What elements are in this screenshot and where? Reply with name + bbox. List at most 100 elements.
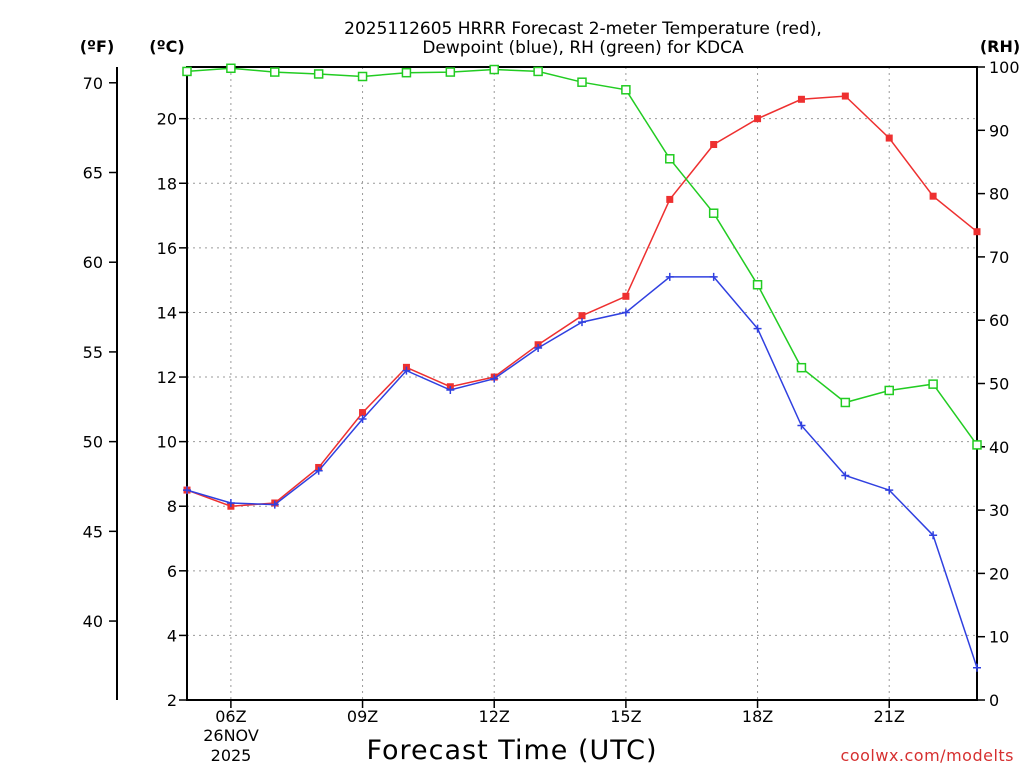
temperature-point bbox=[666, 195, 674, 203]
rh-tick-label: 50 bbox=[989, 375, 1009, 394]
date-label-day: 26NOV bbox=[203, 726, 259, 745]
temperature-point bbox=[885, 134, 893, 142]
time-tick-label: 12Z bbox=[479, 707, 510, 726]
dewpoint-point bbox=[578, 318, 586, 327]
dewpoint-series bbox=[183, 272, 981, 672]
dewpoint-point bbox=[534, 343, 543, 352]
rh-tick-label: 40 bbox=[989, 438, 1009, 457]
rh-tick-label: 70 bbox=[989, 248, 1009, 267]
dewpoint-point bbox=[797, 421, 806, 430]
grid-lines bbox=[187, 67, 977, 700]
celsius-tick-label: 4 bbox=[167, 626, 177, 645]
rh-tick-label: 10 bbox=[989, 628, 1009, 647]
celsius-tick-label: 10 bbox=[157, 433, 177, 452]
temperature-point bbox=[710, 141, 718, 149]
credit-text: coolwx.com/modelts bbox=[841, 746, 1014, 765]
rh-point bbox=[621, 85, 631, 95]
rh-tick-label: 90 bbox=[989, 121, 1009, 140]
rh-tick-label: 80 bbox=[989, 185, 1009, 204]
temperature-point bbox=[622, 292, 630, 300]
date-label-year: 2025 bbox=[211, 746, 252, 765]
temperature-point bbox=[754, 115, 762, 123]
dewpoint-point bbox=[446, 385, 455, 394]
dewpoint-point bbox=[665, 272, 674, 281]
temperature-line bbox=[186, 95, 978, 507]
rh-point bbox=[972, 440, 982, 450]
dewpoint-point bbox=[314, 466, 323, 475]
rh-line bbox=[186, 67, 978, 446]
rh-point bbox=[226, 63, 236, 74]
dewpoint-point bbox=[183, 486, 191, 495]
dewpoint-point bbox=[402, 366, 411, 375]
rh-point bbox=[401, 67, 412, 78]
celsius-tick-label: 2 bbox=[167, 691, 177, 710]
fahrenheit-tick-label: 60 bbox=[83, 253, 103, 272]
fahrenheit-tick-label: 40 bbox=[83, 612, 103, 631]
dewpoint-point bbox=[709, 272, 718, 281]
axes bbox=[116, 66, 978, 701]
dewpoint-point bbox=[973, 663, 981, 672]
temperature-point bbox=[841, 92, 849, 100]
celsius-tick-label: 14 bbox=[157, 303, 177, 322]
rh-point bbox=[533, 66, 543, 77]
chart-title-line1: 2025112605 HRRR Forecast 2-meter Tempera… bbox=[344, 19, 822, 39]
temperature-point bbox=[797, 95, 805, 103]
rh-point bbox=[445, 67, 456, 77]
rh-tick-label: 30 bbox=[989, 501, 1009, 520]
fahrenheit-unit-label: (ºF) bbox=[80, 37, 115, 56]
rh-tick-label: 100 bbox=[989, 58, 1020, 77]
celsius-axis: 2 4 6 8 10 12 14 16 18 20 bbox=[157, 110, 187, 710]
dewpoint-point bbox=[753, 324, 762, 333]
temperature-point bbox=[578, 312, 586, 320]
time-tick-label: 15Z bbox=[610, 707, 641, 726]
temperature-series bbox=[183, 92, 981, 510]
time-tick-label: 21Z bbox=[874, 707, 905, 726]
rh-series bbox=[182, 63, 982, 450]
celsius-unit-label: (ºC) bbox=[149, 37, 184, 56]
rh-unit-label: (RH) bbox=[980, 37, 1020, 56]
fahrenheit-tick-label: 45 bbox=[83, 522, 103, 541]
time-tick-label: 09Z bbox=[347, 707, 378, 726]
celsius-tick-label: 6 bbox=[167, 562, 177, 581]
temperature-point bbox=[973, 228, 981, 236]
celsius-tick-label: 20 bbox=[157, 110, 177, 129]
fahrenheit-tick-label: 55 bbox=[83, 343, 103, 362]
fahrenheit-axis: 40 45 50 55 60 65 70 bbox=[83, 74, 117, 631]
rh-point bbox=[884, 385, 894, 396]
celsius-tick-label: 16 bbox=[157, 239, 177, 258]
rh-point bbox=[665, 154, 675, 164]
celsius-tick-label: 8 bbox=[167, 497, 177, 516]
chart-title-line2: Dewpoint (blue), RH (green) for KDCA bbox=[422, 38, 744, 58]
rh-tick-label: 20 bbox=[989, 564, 1009, 583]
time-tick-label: 06Z bbox=[215, 707, 246, 726]
rh-point bbox=[313, 69, 324, 79]
temperature-point bbox=[359, 409, 367, 417]
time-tick-label: 18Z bbox=[742, 707, 773, 726]
rh-point bbox=[489, 64, 499, 75]
plot-frame bbox=[186, 66, 978, 701]
fahrenheit-tick-label: 70 bbox=[83, 74, 103, 93]
dewpoint-line bbox=[186, 276, 978, 668]
dewpoint-point bbox=[841, 471, 850, 480]
rh-point bbox=[577, 77, 587, 87]
temperature-point bbox=[929, 192, 937, 200]
rh-point bbox=[840, 397, 851, 408]
celsius-tick-label: 18 bbox=[157, 174, 177, 193]
rh-axis: 0 10 20 30 40 50 60 70 80 90 100 bbox=[977, 58, 1020, 710]
rh-point bbox=[357, 71, 368, 82]
rh-point bbox=[708, 208, 719, 218]
dewpoint-point bbox=[490, 374, 499, 383]
dewpoint-point bbox=[929, 531, 938, 540]
celsius-tick-label: 12 bbox=[157, 368, 177, 387]
fahrenheit-tick-label: 65 bbox=[83, 164, 103, 183]
fahrenheit-tick-label: 50 bbox=[83, 433, 103, 452]
dewpoint-point bbox=[621, 308, 630, 317]
rh-tick-label: 60 bbox=[989, 311, 1009, 330]
rh-point bbox=[752, 280, 763, 290]
rh-tick-label: 0 bbox=[989, 691, 999, 710]
time-axis: 06Z 09Z 12Z 15Z 18Z 21Z bbox=[215, 700, 905, 726]
dewpoint-point bbox=[358, 415, 367, 424]
dewpoint-point bbox=[270, 500, 279, 509]
series-layer bbox=[182, 63, 982, 672]
